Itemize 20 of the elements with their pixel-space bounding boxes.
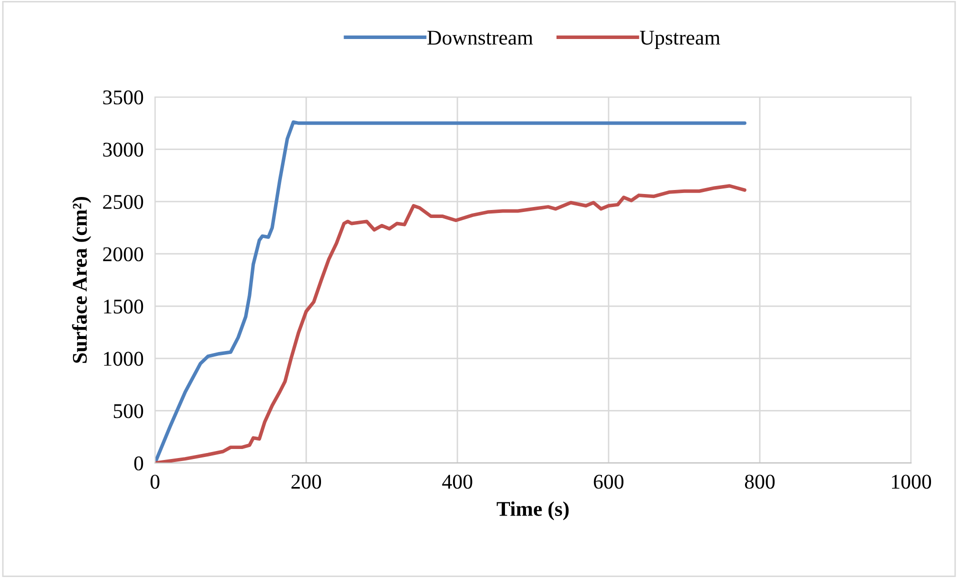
line-series <box>155 120 746 463</box>
legend-label: Upstream <box>640 30 720 49</box>
x-tick-label: 400 <box>442 474 472 489</box>
x-tick-label: 800 <box>744 474 775 489</box>
line-series <box>155 184 746 463</box>
x-tick-label: 1000 <box>892 474 932 489</box>
y-tick-label: 2000 <box>103 247 144 262</box>
y-tick-label: 2500 <box>103 194 144 210</box>
x-tick-label: 200 <box>291 474 322 489</box>
y-tick-label: 0 <box>134 456 144 470</box>
x-tick-label: 0 <box>150 474 160 489</box>
y-tick-label: 1000 <box>104 352 144 366</box>
y-tick-label: 3000 <box>103 142 144 157</box>
legend-label: Downstream <box>427 30 533 45</box>
y-tick-label: 1500 <box>104 300 144 314</box>
y-axis-title: Surface Area (cm²) <box>72 196 92 363</box>
x-tick-label: 600 <box>594 474 624 489</box>
y-tick-label: 3500 <box>103 90 144 104</box>
x-axis-title: Time (s) <box>496 501 569 520</box>
y-tick-label: 500 <box>114 404 144 418</box>
